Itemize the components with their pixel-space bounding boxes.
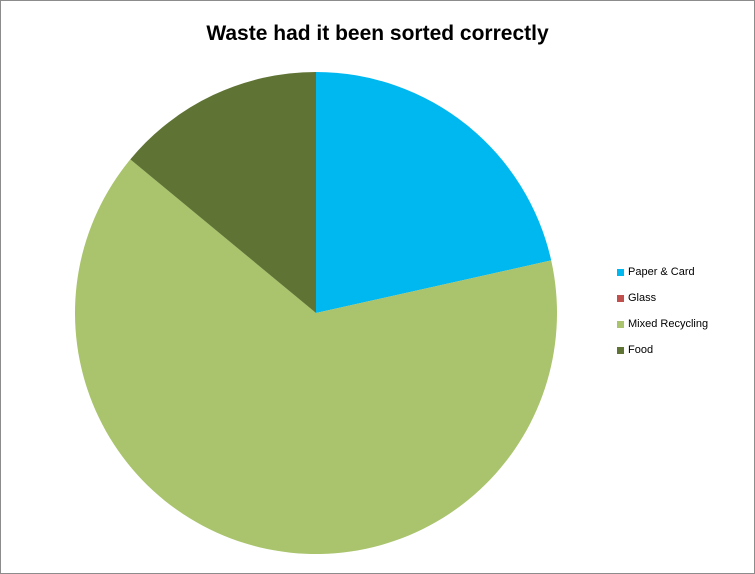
pie-slice-mixed-recycling xyxy=(75,159,558,555)
legend-item-paper-card: Paper & Card xyxy=(617,262,747,282)
legend-item-glass: Glass xyxy=(617,288,747,308)
legend-swatch xyxy=(617,346,624,354)
pie-slice-food xyxy=(130,71,316,313)
chart-title: Waste had it been sorted correctly xyxy=(206,22,549,45)
legend-swatch xyxy=(617,268,624,276)
pie-slice-paper-card xyxy=(316,72,552,313)
legend-swatch xyxy=(617,320,624,328)
legend-label: Mixed Recycling xyxy=(628,318,709,330)
chart-legend: Paper & Card Glass Mixed Recycling Food xyxy=(617,262,747,366)
legend-item-food: Food xyxy=(617,340,747,360)
legend-label: Food xyxy=(628,344,654,356)
legend-swatch xyxy=(617,294,624,302)
legend-item-mixed-recycling: Mixed Recycling xyxy=(617,314,747,334)
legend-label: Glass xyxy=(628,292,657,304)
legend-label: Paper & Card xyxy=(628,266,695,278)
